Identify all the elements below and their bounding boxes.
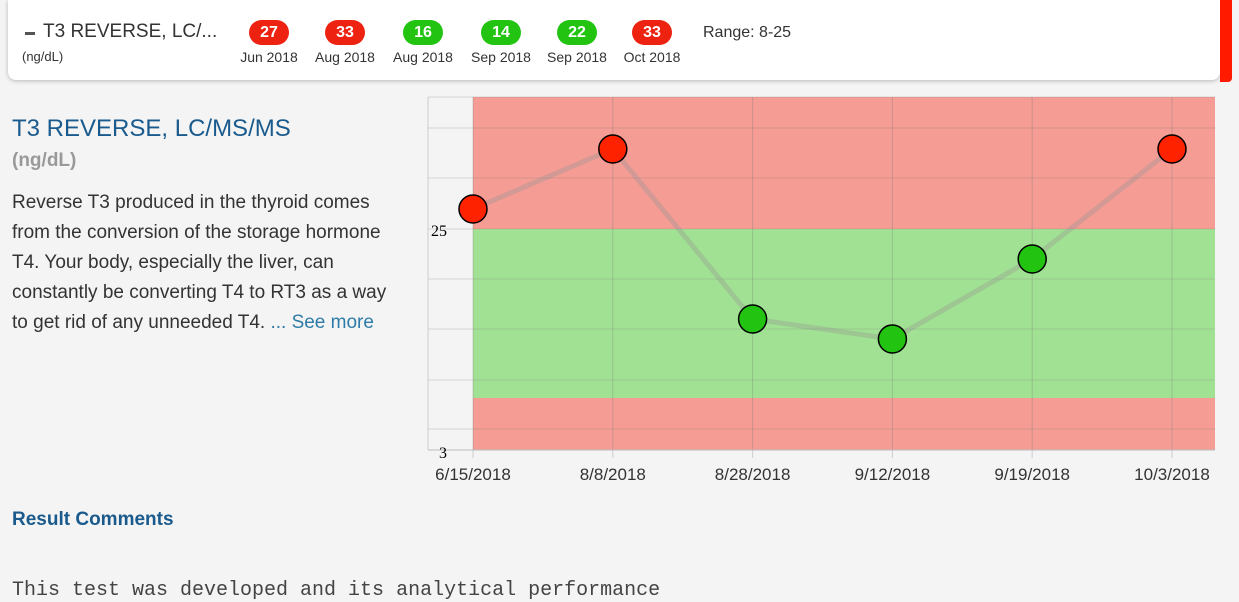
data-point[interactable]	[737, 304, 768, 334]
data-point[interactable]	[877, 324, 908, 354]
history-value-badge: 27	[249, 20, 289, 45]
y-tick-labels: 25 3	[431, 223, 447, 462]
data-points	[458, 134, 1187, 354]
history-date: Sep 2018	[471, 49, 531, 65]
x-tick-label: 9/19/2018	[994, 465, 1070, 484]
reference-range: Range: 8-25	[703, 24, 792, 41]
history-date: Jun 2018	[240, 49, 298, 65]
header-test-title[interactable]: T3 REVERSE, LC/...	[43, 21, 218, 42]
history-item[interactable]: 27 Jun 2018	[231, 20, 307, 65]
history-value-badge: 33	[325, 20, 365, 45]
status-stripe	[1220, 0, 1232, 82]
data-point[interactable]	[1157, 134, 1187, 164]
data-point[interactable]	[458, 194, 488, 224]
history-date: Aug 2018	[315, 49, 375, 65]
history-value-badge: 22	[557, 20, 597, 45]
see-more-link[interactable]: ... See more	[270, 312, 374, 333]
test-unit: (ng/dL)	[12, 150, 77, 171]
history-value-badge: 16	[403, 20, 443, 45]
x-tick-labels: 6/15/2018 8/8/2018 8/28/2018 9/12/2018 9/19/…	[435, 465, 1210, 484]
header-unit: (ng/dL)	[22, 49, 64, 64]
data-point[interactable]	[1017, 244, 1047, 274]
chart-axes	[427, 97, 1215, 451]
series-line	[472, 145, 1174, 342]
test-description: Reverse T3 produced in the thyroid comes…	[12, 188, 407, 338]
x-tick-label: 10/3/2018	[1134, 465, 1210, 484]
results-chart: 25 3 6/15/2018 8/8/2018 8/28/2018 9/12/2018 9…	[427, 96, 1215, 484]
x-tick-label: 9/12/2018	[855, 465, 931, 484]
low-range-band	[473, 398, 1215, 450]
x-tick-label: 6/15/2018	[435, 465, 511, 484]
y-tick-label: 25	[431, 223, 447, 240]
collapse-icon[interactable]	[25, 32, 35, 35]
history-value-badge: 33	[632, 20, 672, 45]
history-item[interactable]: 33 Oct 2018	[614, 20, 690, 65]
history-item[interactable]: 33 Aug 2018	[307, 20, 383, 65]
result-comment-text: This test was developed and its analytic…	[12, 579, 661, 602]
range-bands	[473, 97, 1215, 450]
high-range-band	[473, 97, 1215, 229]
history-item[interactable]: 22 Sep 2018	[539, 20, 615, 65]
normal-range-band	[473, 229, 1215, 398]
data-point[interactable]	[598, 134, 628, 164]
result-comments-heading: Result Comments	[12, 509, 174, 530]
y-tick-label: 3	[439, 445, 447, 462]
test-title: T3 REVERSE, LC/MS/MS	[12, 115, 291, 142]
x-tick-label: 8/28/2018	[715, 465, 791, 484]
history-item[interactable]: 14 Sep 2018	[463, 20, 539, 65]
result-header-card[interactable]: T3 REVERSE, LC/... (ng/dL) 27 Jun 2018 3…	[8, 0, 1232, 82]
history-date: Oct 2018	[623, 49, 681, 65]
chart-grid	[428, 96, 1215, 458]
history-item[interactable]: 16 Aug 2018	[385, 20, 461, 65]
x-tick-label: 8/8/2018	[580, 465, 646, 484]
history-date: Sep 2018	[547, 49, 607, 65]
history-value-badge: 14	[481, 20, 521, 45]
description-text: Reverse T3 produced in the thyroid comes…	[12, 192, 387, 333]
history-date: Aug 2018	[393, 49, 453, 65]
